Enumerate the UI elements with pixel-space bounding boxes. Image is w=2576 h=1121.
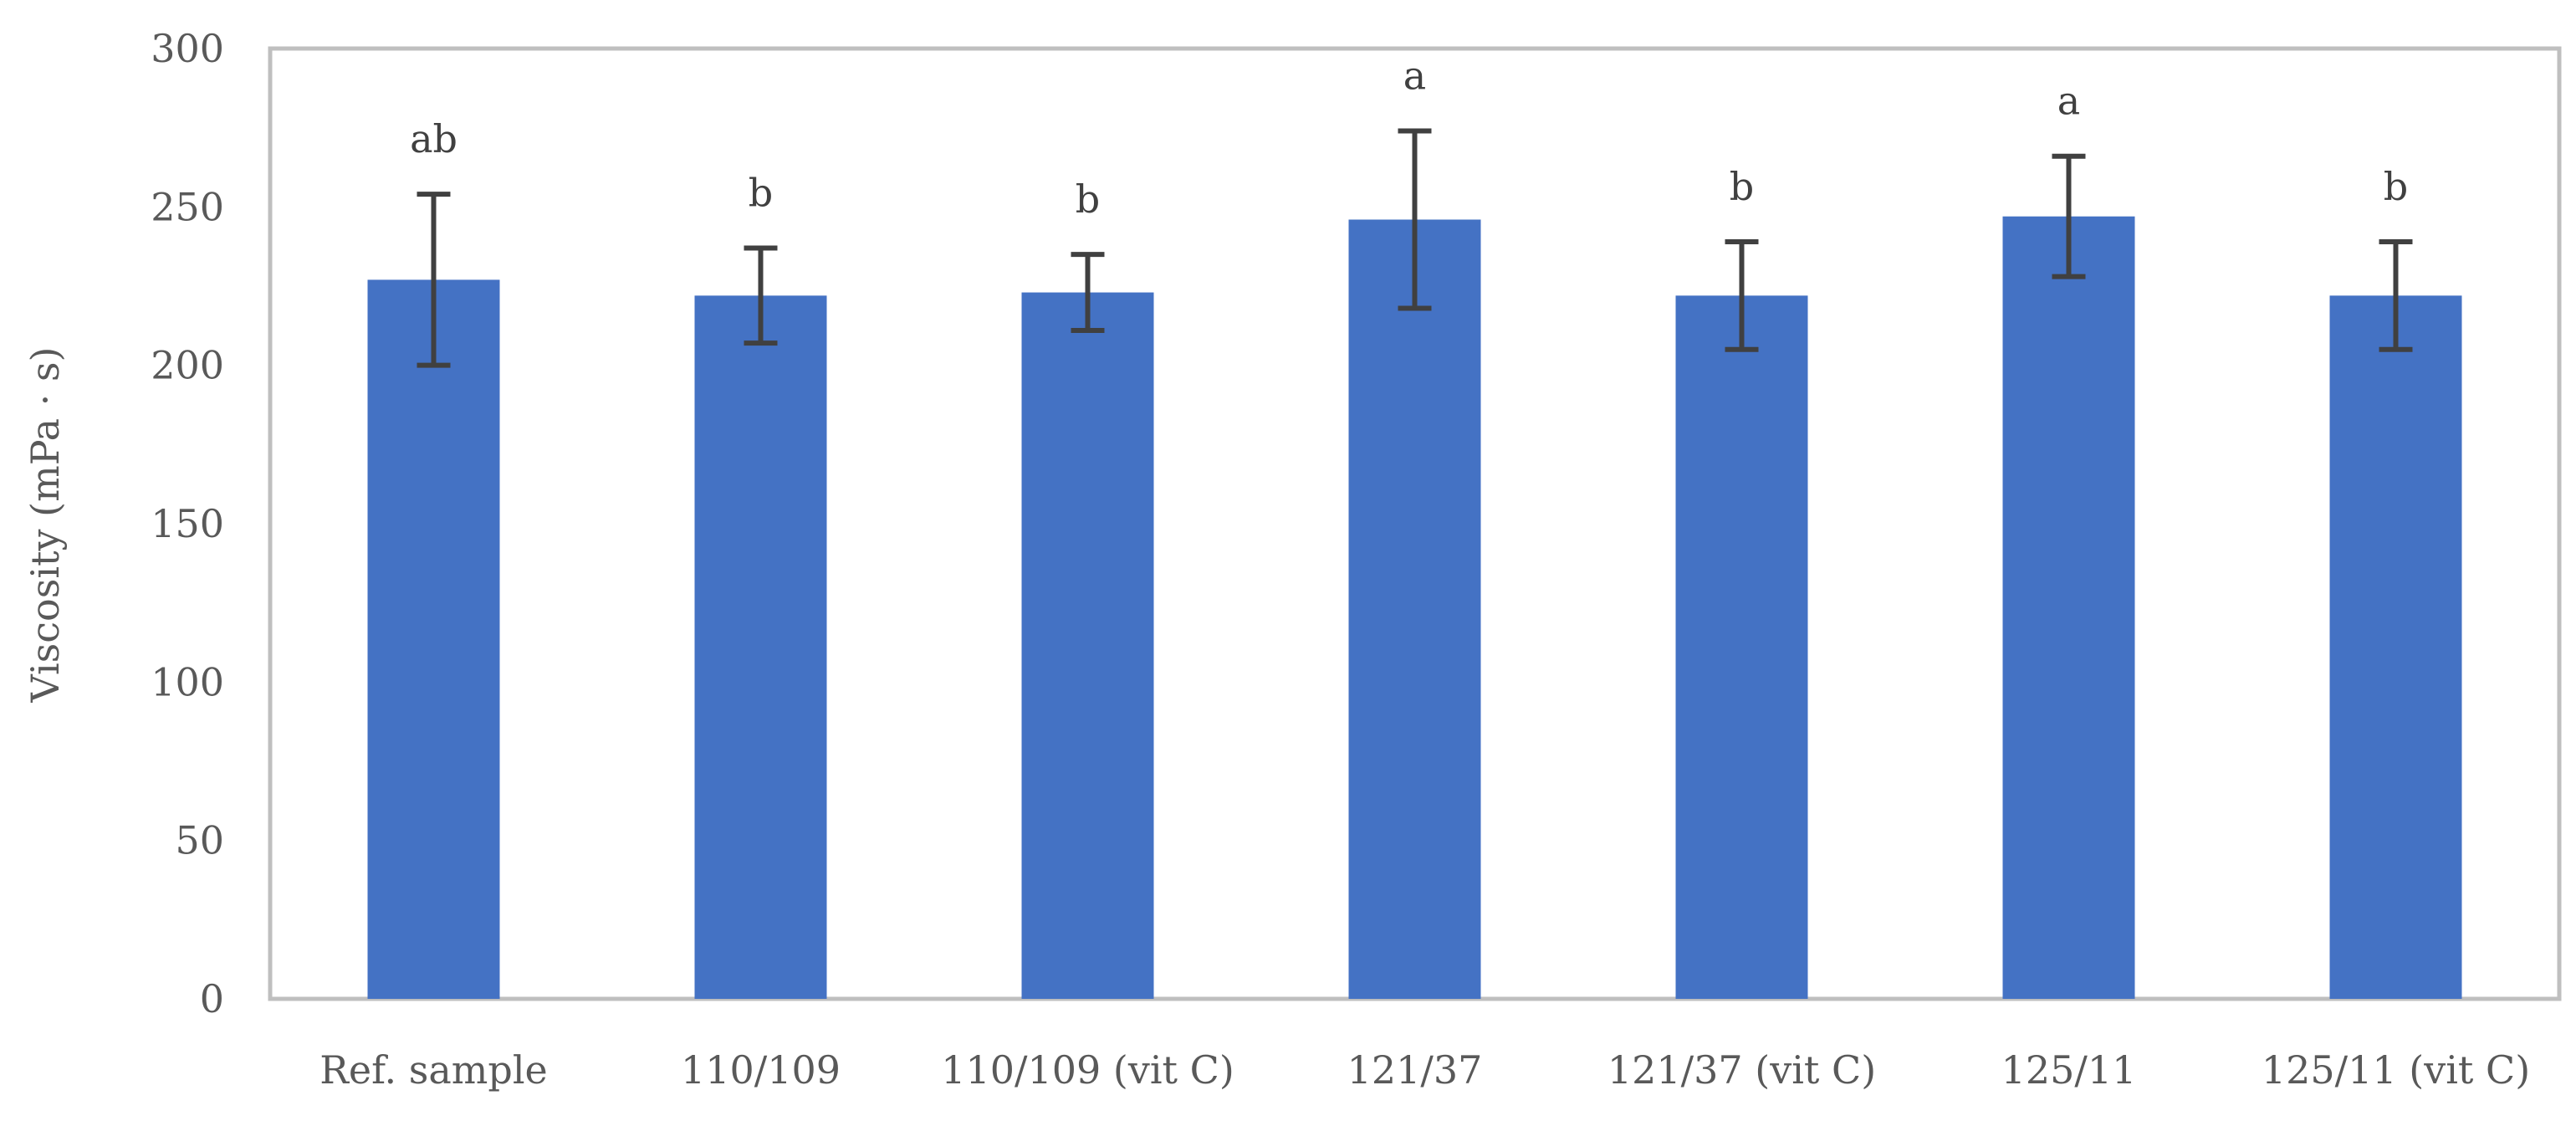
x-tick-label: 125/11 (vit C) <box>2262 1047 2530 1093</box>
bar <box>694 295 827 999</box>
y-tick-label: 150 <box>151 501 224 546</box>
error-bar <box>417 192 451 368</box>
error-bars <box>417 128 2413 368</box>
x-tick-label: 110/109 <box>681 1047 841 1093</box>
y-tick-label: 300 <box>151 26 224 71</box>
error-bar <box>744 245 778 346</box>
x-tick-label: 125/11 <box>2001 1047 2137 1093</box>
x-tick-label: 121/37 <box>1347 1047 1483 1093</box>
bar <box>2329 295 2462 999</box>
y-tick-label: 250 <box>151 184 224 229</box>
significance-label: b <box>2384 164 2408 209</box>
bar <box>2002 216 2135 999</box>
bar <box>1021 292 1154 999</box>
error-bar <box>2052 153 2086 279</box>
significance-label: ab <box>410 116 457 161</box>
significance-label: a <box>2057 79 2080 124</box>
error-bar <box>1071 252 1105 334</box>
error-bar <box>2379 238 2413 352</box>
y-tick-label: 200 <box>151 343 224 388</box>
bar <box>367 279 500 1000</box>
error-bar <box>1398 128 1432 311</box>
y-axis-ticks: 0 50 100 150 200 250 300 <box>151 26 224 1021</box>
error-bar <box>1725 238 1759 352</box>
y-axis-title: Viscosity (mPa · s) <box>23 347 68 704</box>
y-tick-label: 0 <box>200 976 224 1021</box>
bar <box>1348 219 1481 1000</box>
significance-label: b <box>749 171 773 216</box>
y-tick-label: 100 <box>151 659 224 704</box>
significance-label: b <box>1076 177 1100 222</box>
y-tick-label: 50 <box>175 818 224 863</box>
x-tick-label: Ref. sample <box>319 1047 548 1093</box>
x-tick-label: 121/37 (vit C) <box>1607 1047 1876 1093</box>
bars <box>367 216 2462 1000</box>
bar <box>1675 295 1808 999</box>
significance-label: a <box>1403 53 1426 98</box>
x-tick-label: 110/109 (vit C) <box>941 1047 1234 1093</box>
significance-label: b <box>1730 164 1754 209</box>
x-axis-labels: Ref. sample 110/109 110/109 (vit C) 121/37 1… <box>319 1047 2530 1093</box>
